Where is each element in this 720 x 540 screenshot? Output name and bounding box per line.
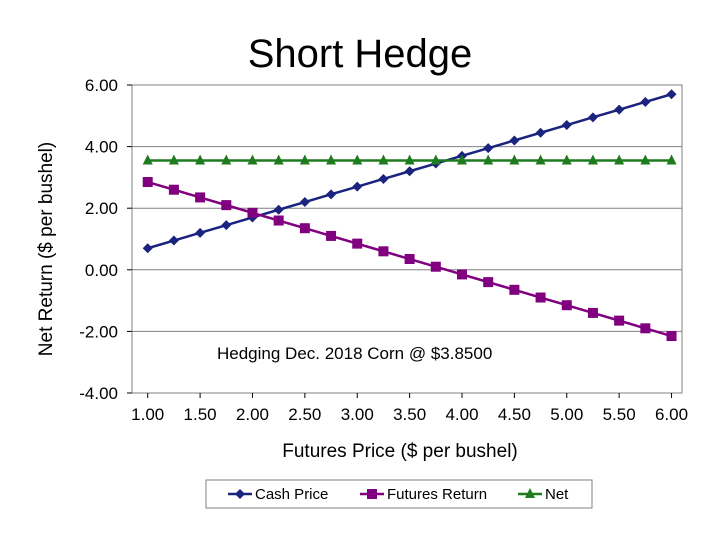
cash-price-point: [326, 189, 337, 200]
net-point: [326, 154, 337, 165]
y-tick-label: -4.00: [79, 384, 118, 403]
net-point: [168, 154, 179, 165]
futures-return-point: [561, 300, 572, 311]
y-tick-label: 6.00: [85, 76, 118, 95]
legend-item-futures-return: Futures Return: [360, 486, 487, 503]
cash-price-point: [614, 104, 625, 115]
x-tick-label: 4.00: [445, 405, 478, 424]
x-tick-label: 1.00: [131, 405, 164, 424]
x-axis-label: Futures Price ($ per bushel): [282, 441, 518, 462]
x-tick-label: 3.50: [393, 405, 426, 424]
cash-price-point: [299, 197, 310, 208]
net-point: [247, 154, 258, 165]
futures-return-point: [587, 307, 598, 318]
net-point: [142, 154, 153, 165]
legend-item-net: Net: [518, 486, 569, 503]
futures-return-point: [483, 277, 494, 288]
futures-return-point: [640, 323, 651, 334]
net-point: [614, 154, 625, 165]
cash-price-point: [404, 166, 415, 177]
x-tick-label: 5.00: [550, 405, 583, 424]
futures-return-point: [326, 230, 337, 241]
futures-return-point: [168, 184, 179, 195]
futures-return-point: [299, 223, 310, 234]
cash-price-point: [273, 204, 284, 215]
futures-return-point: [273, 215, 284, 226]
cash-price-point: [561, 120, 572, 131]
cash-price-point: [483, 143, 494, 154]
net-point: [195, 154, 206, 165]
net-point: [535, 154, 546, 165]
x-tick-label: 6.00: [655, 405, 688, 424]
y-axis-label: Net Return ($ per bushel): [36, 142, 57, 356]
x-tick-label: 5.50: [603, 405, 636, 424]
plot-area: [131, 84, 683, 394]
chart-title: Short Hedge: [248, 32, 473, 76]
y-tick-label: 2.00: [85, 199, 118, 218]
net-point: [666, 154, 677, 165]
futures-return-point: [535, 292, 546, 303]
x-tick-label: 4.50: [498, 405, 531, 424]
net-point: [457, 154, 467, 165]
net-point: [404, 154, 415, 165]
series-net: [142, 154, 677, 165]
net-point: [483, 154, 494, 165]
net-point: [273, 154, 284, 165]
net-point: [561, 154, 572, 165]
cash-price-point: [509, 135, 520, 146]
futures-return-point: [430, 261, 441, 272]
cash-price-point: [587, 112, 598, 123]
futures-return-point: [195, 192, 206, 203]
legend-item-cash-price: Cash Price: [228, 486, 328, 503]
cash-price-point: [195, 227, 206, 238]
legend-label: Net: [545, 486, 569, 503]
futures-return-point: [404, 254, 415, 265]
net-point: [587, 154, 598, 165]
legend-marker: [525, 488, 535, 498]
net-point: [640, 154, 651, 165]
chart-legend: Cash Price Futures Return Net: [205, 479, 593, 509]
chart-annotation: Hedging Dec. 2018 Corn @ $3.8500: [217, 344, 492, 363]
y-tick-label: 4.00: [85, 138, 118, 157]
net-point: [378, 154, 389, 165]
futures-return-point: [509, 284, 520, 295]
legend-label: Futures Return: [387, 486, 487, 503]
x-tick-label: 1.50: [184, 405, 217, 424]
futures-return-point: [378, 246, 389, 257]
cash-price-point: [666, 89, 677, 100]
net-point: [299, 154, 310, 165]
cash-price-point: [142, 243, 153, 254]
y-tick-label: -2.00: [79, 322, 118, 341]
futures-return-point: [614, 315, 625, 326]
legend-marker: [235, 489, 245, 499]
legend-label: Cash Price: [255, 486, 328, 503]
y-tick-label: 0.00: [85, 261, 118, 280]
cash-price-point: [640, 96, 651, 107]
net-point: [509, 154, 520, 165]
cash-price-point: [352, 181, 363, 192]
legend-items: Cash Price Futures Return Net: [228, 486, 569, 503]
cash-price-point: [221, 220, 232, 231]
futures-return-point: [352, 238, 363, 249]
net-point: [430, 154, 441, 165]
futures-return-point: [666, 331, 677, 342]
futures-return-point: [247, 207, 258, 218]
futures-return-point: [142, 177, 153, 188]
y-axis-ticks: 6.00 4.00 2.00 0.00 -2.00 -4.00: [79, 76, 132, 403]
cash-price-point: [168, 235, 179, 246]
series-layer: [142, 89, 677, 342]
cash-price-point: [535, 127, 546, 138]
futures-return-point: [221, 200, 232, 211]
futures-return-point: [457, 269, 467, 280]
x-tick-label: 2.50: [288, 405, 321, 424]
cash-price-point: [378, 173, 389, 184]
legend-marker: [367, 489, 377, 499]
x-tick-label: 2.00: [236, 405, 269, 424]
net-point: [221, 154, 232, 165]
net-point: [352, 154, 363, 165]
series-futures-return: [142, 177, 677, 342]
x-tick-label: 3.00: [341, 405, 374, 424]
x-axis-ticks: 1.00 1.50 2.00 2.50 3.00 3.50 4.00 4.50 5.00 5.50…: [131, 393, 688, 424]
